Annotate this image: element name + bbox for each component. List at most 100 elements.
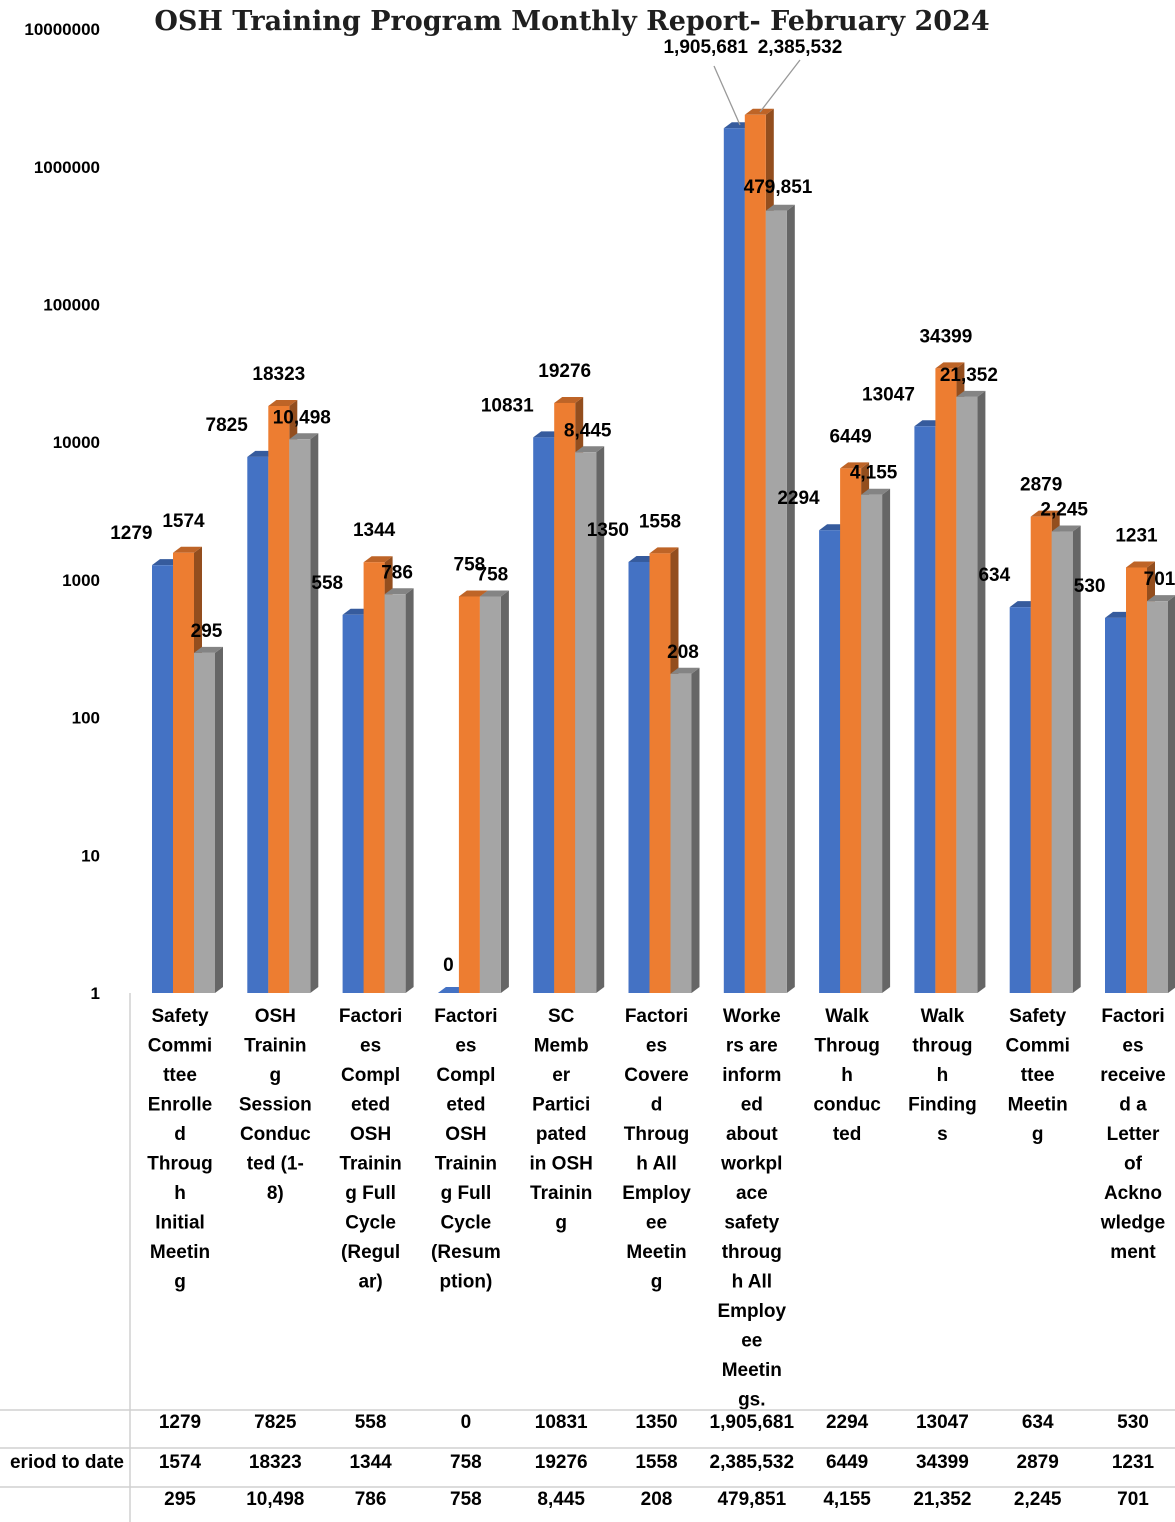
table-cell: 6449: [826, 1452, 868, 1473]
category-label: Meetin: [722, 1360, 782, 1381]
data-label: 530: [1074, 576, 1106, 597]
data-label: 1231: [1115, 525, 1158, 546]
series-name: eriod to date: [10, 1452, 124, 1473]
table-cell: 10,498: [246, 1489, 304, 1510]
category-label: Ackno: [1104, 1183, 1162, 1204]
data-label: 6449: [829, 426, 871, 447]
category-label: g: [651, 1272, 663, 1293]
category-label: of: [1124, 1154, 1143, 1175]
category-label: eted: [351, 1095, 390, 1116]
category-label: Factori: [625, 1006, 688, 1027]
bar: [289, 433, 319, 993]
data-label: 1558: [639, 511, 681, 532]
table-cell: 558: [355, 1412, 387, 1433]
category-label: in OSH: [530, 1154, 593, 1175]
category-label: h All: [732, 1272, 772, 1293]
category-label: Walk: [921, 1006, 965, 1027]
category-label: g: [555, 1213, 567, 1234]
table-cell: 295: [164, 1489, 196, 1510]
data-label: 1350: [587, 520, 629, 541]
category-label: Cycle: [441, 1213, 492, 1234]
y-tick-label: 100000: [43, 296, 100, 315]
table-cell: 530: [1117, 1412, 1149, 1433]
category-label: er: [552, 1065, 571, 1086]
y-tick-label: 100: [72, 709, 100, 728]
table-cell: 18323: [249, 1452, 302, 1473]
bar: [384, 588, 414, 993]
category-label: Compl: [436, 1065, 495, 1086]
chart-title: OSH Training Program Monthly Report- Feb…: [154, 6, 989, 37]
category-label: ace: [736, 1183, 768, 1204]
category-label: ttee: [163, 1065, 197, 1086]
category-label: Trainin: [339, 1154, 401, 1175]
category-label: Throug: [814, 1036, 879, 1057]
data-label: 2,385,532: [758, 37, 843, 58]
category-label: ted (1-: [247, 1154, 304, 1175]
category-label: Throug: [624, 1124, 689, 1145]
category-label: Session: [239, 1095, 312, 1116]
data-label: 10831: [481, 395, 534, 416]
category-label: es: [455, 1036, 476, 1057]
category-label: es: [1122, 1036, 1143, 1057]
category-label: Trainin: [435, 1154, 497, 1175]
category-label: Trainin: [244, 1036, 306, 1057]
data-label: 8,445: [564, 420, 612, 441]
table-cell: 1574: [159, 1452, 202, 1473]
table-cell: 758: [450, 1452, 482, 1473]
data-label: 13047: [862, 384, 915, 405]
table-cell: 4,155: [823, 1489, 871, 1510]
category-label: es: [646, 1036, 667, 1057]
category-label: receive: [1100, 1065, 1166, 1086]
y-tick-label: 1000000: [34, 158, 100, 177]
y-tick-label: 1: [91, 984, 100, 1003]
table-cell: 786: [355, 1489, 387, 1510]
category-label: ee: [646, 1213, 667, 1234]
category-label: Enrolle: [148, 1095, 212, 1116]
table-cell: 208: [641, 1489, 673, 1510]
category-label: throug: [912, 1036, 972, 1057]
table-cell: 701: [1117, 1489, 1149, 1510]
data-label: 634: [978, 565, 1010, 586]
table-cell: 2,385,532: [710, 1452, 795, 1473]
bar: [575, 446, 605, 993]
category-label: ee: [741, 1331, 762, 1352]
data-label: 7825: [206, 415, 249, 436]
category-label: Memb: [534, 1036, 589, 1057]
category-label: Factori: [339, 1006, 402, 1027]
data-table: 1279 7825 558 0 10831 1350 1,905,681 2294 13047 6…: [0, 993, 1175, 1522]
category-label: d: [651, 1095, 663, 1116]
y-tick-label: 1000: [62, 571, 100, 590]
data-label: 10,498: [273, 407, 331, 428]
data-label: 1279: [110, 523, 152, 544]
table-cell: 1231: [1112, 1452, 1155, 1473]
category-label: ed: [741, 1095, 763, 1116]
table-cell: 1350: [635, 1412, 677, 1433]
category-label: d: [174, 1124, 186, 1145]
table-cell: 13047: [916, 1412, 969, 1433]
plot-area: [152, 108, 1175, 994]
category-label: OSH: [445, 1124, 486, 1145]
category-label: Meetin: [626, 1242, 686, 1263]
category-label: rs are: [726, 1036, 778, 1057]
category-label: Meetin: [150, 1242, 210, 1263]
category-label: OSH: [350, 1124, 391, 1145]
category-label: Employ: [622, 1183, 691, 1204]
category-label: (Resum: [431, 1242, 501, 1263]
data-label: 479,851: [744, 177, 813, 198]
table-cell: 2,245: [1014, 1489, 1062, 1510]
data-label: 208: [667, 642, 699, 663]
data-label: 34399: [919, 326, 972, 347]
category-label: g: [1032, 1124, 1044, 1145]
y-tick-label: 10000: [53, 433, 100, 452]
category-label: g Full: [345, 1183, 396, 1204]
category-label: workpl: [720, 1154, 782, 1175]
table-cell: 8,445: [537, 1489, 585, 1510]
data-label: 2294: [777, 488, 820, 509]
table-cell: 479,851: [717, 1489, 786, 1510]
bar: [861, 488, 891, 993]
category-labels: Safety Commi ttee Enrolle d Throug h Initial Mee…: [147, 1006, 1165, 1411]
data-label: 558: [311, 573, 343, 594]
category-label: h: [174, 1183, 186, 1204]
table-cell: 0: [461, 1412, 472, 1433]
category-label: Letter: [1107, 1124, 1160, 1145]
